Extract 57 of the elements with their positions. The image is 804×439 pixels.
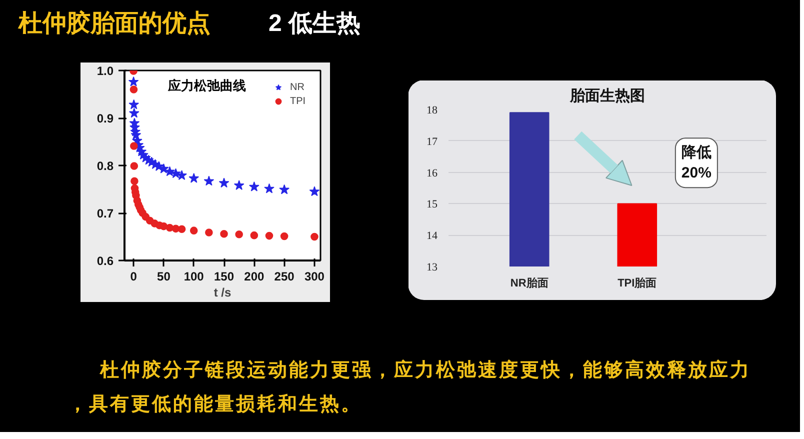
text: 杜仲胶分子链段运动能力更强，应力松弛速度更快，能够高效释放应力，具有更低的能量损耗和生热。 <box>67 358 752 417</box>
text: 2 低生热 <box>268 10 361 37</box>
point <box>279 184 290 194</box>
point <box>158 163 169 174</box>
y-tick-label: 13 <box>426 262 438 274</box>
legend-label: NR <box>290 82 306 92</box>
text: 应力松弛曲线 <box>166 78 246 94</box>
point <box>190 226 198 234</box>
legend-label: TPI <box>290 96 307 106</box>
y-tick-label: 0.8 <box>96 159 114 173</box>
x-tick-label: 300 <box>304 270 325 284</box>
y-tick-label: 0.7 <box>96 206 114 220</box>
x-tick-label: TPI胎面 <box>618 276 657 290</box>
point <box>128 99 140 110</box>
x-tick-label: 200 <box>244 270 264 284</box>
point <box>250 231 258 240</box>
point <box>249 181 260 192</box>
y-tick-label: 18 <box>426 104 438 116</box>
point <box>130 142 138 150</box>
y-tick-label: 1.0 <box>96 64 114 78</box>
point <box>280 232 288 240</box>
point <box>130 86 138 94</box>
x-tick-label: 0 <box>130 270 138 284</box>
x-tick-label: NR胎面 <box>510 276 548 290</box>
point <box>220 230 228 238</box>
x-tick-label: 250 <box>274 270 295 284</box>
point <box>130 162 138 170</box>
point <box>264 183 274 194</box>
y-tick-label: 16 <box>426 167 438 180</box>
point <box>170 168 181 178</box>
y-tick-label: 17 <box>426 136 438 148</box>
point <box>164 166 175 176</box>
x-tick-label: 150 <box>214 270 234 284</box>
point <box>188 172 200 183</box>
x-tick-label: 100 <box>184 270 204 284</box>
y-tick-label: 0.6 <box>96 254 114 268</box>
text: 杜仲胶胎面的优点 <box>18 10 210 37</box>
chart-title: 胎面生热图 <box>569 88 645 104</box>
point <box>235 230 243 238</box>
x-tick-label: 50 <box>157 270 171 284</box>
point <box>178 225 186 234</box>
point <box>128 76 139 86</box>
y-tick-label: 0.9 <box>96 112 114 126</box>
point <box>204 176 214 186</box>
point <box>234 180 244 190</box>
y-tick-label: 14 <box>426 230 438 242</box>
point <box>218 178 230 188</box>
point <box>265 232 274 240</box>
point <box>176 170 187 180</box>
point <box>205 228 213 236</box>
point <box>309 186 320 196</box>
annotation: 降低 20% <box>681 144 712 182</box>
point <box>128 108 140 118</box>
point <box>310 232 318 241</box>
x-axis-title: t /s <box>214 286 232 300</box>
y-tick-label: 15 <box>426 198 438 211</box>
point <box>130 177 138 186</box>
